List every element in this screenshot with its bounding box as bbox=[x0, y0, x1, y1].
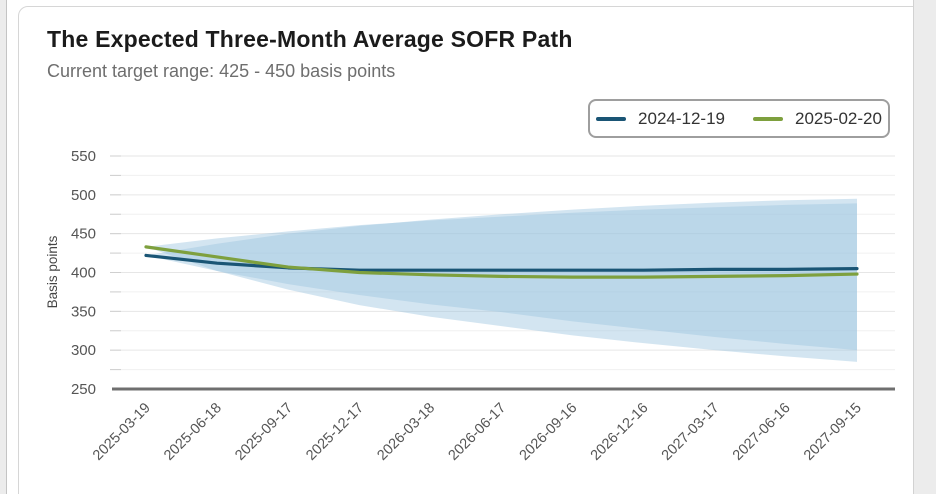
svg-text:2027-06-16: 2027-06-16 bbox=[730, 400, 794, 464]
svg-text:2025-06-18: 2025-06-18 bbox=[161, 400, 225, 464]
svg-text:550: 550 bbox=[71, 148, 96, 165]
legend-item-2024-12-19[interactable]: 2024-12-19 bbox=[596, 109, 725, 129]
svg-text:2027-03-17: 2027-03-17 bbox=[659, 400, 723, 464]
legend-label-2025-02-20: 2025-02-20 bbox=[795, 108, 882, 128]
left-gutter bbox=[0, 0, 7, 494]
svg-text:350: 350 bbox=[71, 303, 96, 320]
legend-line-icon-blue bbox=[596, 116, 627, 121]
svg-text:2026-06-17: 2026-06-17 bbox=[446, 400, 510, 464]
svg-text:2025-09-17: 2025-09-17 bbox=[232, 400, 296, 464]
svg-text:300: 300 bbox=[71, 342, 96, 359]
chart-subtitle: Current target range: 425 - 450 basis po… bbox=[47, 61, 396, 81]
svg-text:2027-09-15: 2027-09-15 bbox=[801, 400, 865, 464]
svg-text:500: 500 bbox=[71, 187, 96, 204]
svg-text:450: 450 bbox=[71, 226, 96, 243]
legend-item-2025-02-20[interactable]: 2025-02-20 bbox=[753, 109, 882, 129]
right-gutter bbox=[913, 0, 936, 494]
legend-label-2024-12-19: 2024-12-19 bbox=[638, 108, 725, 128]
legend: 2024-12-19 2025-02-20 bbox=[588, 99, 890, 138]
svg-text:2026-09-16: 2026-09-16 bbox=[517, 400, 581, 464]
legend-line-icon-green bbox=[753, 116, 783, 121]
chart-title: The Expected Three-Month Average SOFR Pa… bbox=[47, 26, 573, 52]
svg-text:400: 400 bbox=[71, 265, 96, 282]
svg-text:250: 250 bbox=[71, 381, 96, 398]
svg-text:Basis points: Basis points bbox=[45, 235, 60, 308]
svg-text:2026-03-18: 2026-03-18 bbox=[374, 400, 438, 464]
svg-text:2025-12-17: 2025-12-17 bbox=[303, 400, 367, 464]
svg-text:2026-12-16: 2026-12-16 bbox=[588, 400, 652, 464]
svg-text:2025-03-19: 2025-03-19 bbox=[90, 400, 154, 464]
